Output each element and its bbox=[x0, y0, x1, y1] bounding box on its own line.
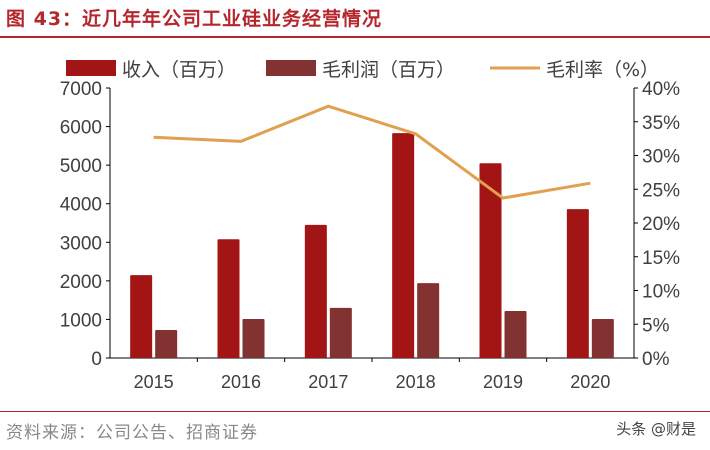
y2-tick-label: 10% bbox=[642, 282, 680, 303]
bar-2020-1 bbox=[591, 319, 614, 358]
figure-title: 图 43：近几年年公司工业硅业务经营情况 bbox=[6, 8, 383, 30]
bar-2016-1 bbox=[242, 319, 265, 358]
bar-2015-1 bbox=[155, 330, 178, 358]
legend-label: 毛利润（百万） bbox=[322, 59, 455, 81]
watermark: 头条 @财是 bbox=[616, 420, 696, 438]
y-tick-label: 0 bbox=[91, 349, 102, 370]
y-tick-label: 3000 bbox=[60, 233, 102, 254]
margin-line bbox=[153, 104, 591, 200]
y2-tick-label: 20% bbox=[642, 214, 680, 235]
y-tick-label: 5000 bbox=[60, 156, 102, 177]
legend-label: 毛利率（%） bbox=[546, 59, 659, 81]
y-tick-label: 4000 bbox=[60, 195, 102, 216]
bar-2017-1 bbox=[329, 307, 352, 358]
bar-2018-1 bbox=[417, 283, 440, 358]
bar-2016-0 bbox=[217, 239, 240, 358]
bar-2015-0 bbox=[130, 275, 153, 358]
bar-2019-1 bbox=[504, 310, 527, 358]
x-tick-label: 2019 bbox=[483, 372, 523, 392]
title-rule bbox=[0, 36, 710, 38]
y2-tick-label: 30% bbox=[642, 147, 680, 168]
x-tick-label: 2018 bbox=[396, 372, 436, 392]
y-tick-label: 7000 bbox=[60, 79, 102, 100]
y2-tick-label: 0% bbox=[642, 349, 670, 370]
y2-tick-label: 5% bbox=[642, 315, 670, 336]
chart: 0 1000 2000 3000 4000 5000 6000 7000 0% 5% 10% 15% 2… bbox=[60, 59, 680, 392]
y-tick-label: 2000 bbox=[60, 272, 102, 293]
bar-2017-0 bbox=[304, 224, 327, 358]
y2-tick-label: 40% bbox=[642, 79, 680, 100]
y-tick-label: 1000 bbox=[60, 310, 102, 331]
x-tick-label: 2015 bbox=[134, 372, 174, 392]
x-tick-label: 2016 bbox=[221, 372, 261, 392]
legend-label: 收入（百万） bbox=[122, 59, 236, 81]
x-tick-label: 2020 bbox=[570, 372, 610, 392]
y2-tick-label: 15% bbox=[642, 248, 680, 269]
legend-swatch bbox=[66, 60, 116, 76]
bar-2019-0 bbox=[479, 163, 502, 358]
bar-2020-0 bbox=[566, 209, 589, 358]
bar-2018-0 bbox=[392, 133, 415, 358]
y2-tick-label: 25% bbox=[642, 180, 680, 201]
source-rule bbox=[0, 411, 710, 412]
y-tick-label: 6000 bbox=[60, 118, 102, 139]
legend-swatch bbox=[266, 60, 316, 76]
source-note: 资料来源：公司公告、招商证券 bbox=[6, 423, 258, 443]
y2-tick-label: 35% bbox=[642, 113, 680, 134]
x-tick-label: 2017 bbox=[308, 372, 348, 392]
